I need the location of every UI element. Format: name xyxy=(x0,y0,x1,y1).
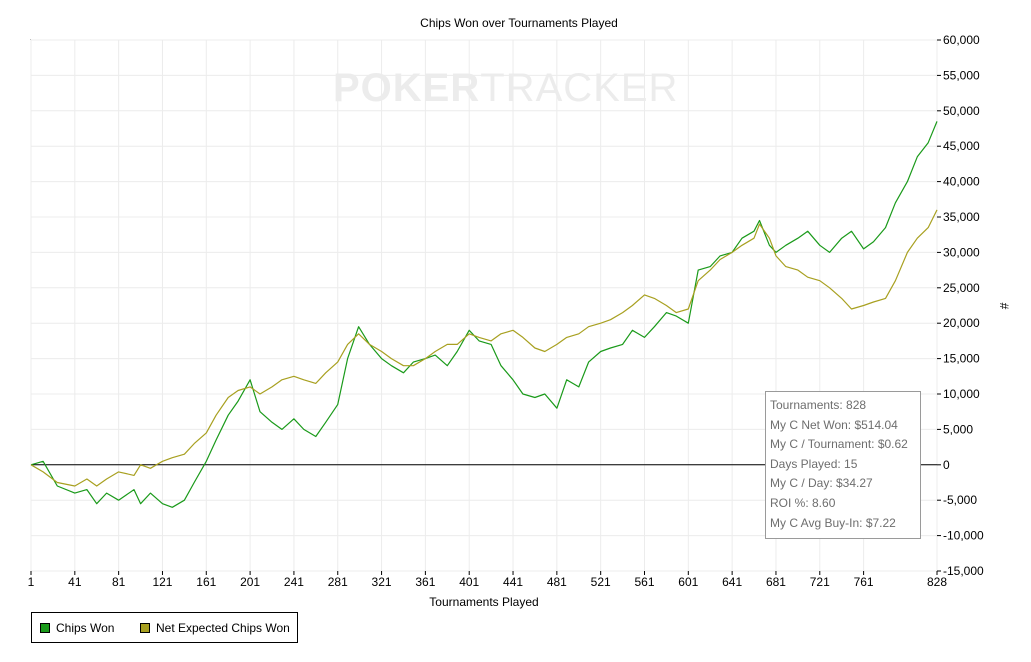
y-tick-label: 60,000 xyxy=(943,33,980,47)
x-tick-label: 721 xyxy=(810,575,830,589)
legend-item-chips-won[interactable]: Chips Won xyxy=(40,621,114,635)
y-tick-label: 55,000 xyxy=(943,68,980,82)
series-line-chips-won xyxy=(30,121,938,508)
stat-per-day: My C / Day: $34.27 xyxy=(770,476,873,491)
y-tick-label: 35,000 xyxy=(943,210,980,224)
stat-tournaments: Tournaments: 828 xyxy=(770,398,867,412)
x-tick-label: 1 xyxy=(28,575,35,589)
stat-per-tournament: My C / Tournament: $0.62 xyxy=(770,437,908,452)
y-tick-label: 10,000 xyxy=(943,387,980,401)
x-tick-label: 241 xyxy=(284,575,304,589)
y-tick-label: 45,000 xyxy=(943,139,980,153)
y-tick-label: -10,000 xyxy=(943,529,984,543)
x-tick-label: 161 xyxy=(196,575,216,589)
x-tick-label: 441 xyxy=(503,575,523,589)
x-tick-label: 201 xyxy=(240,575,260,589)
stat-net-won: My C Net Won: $514.04 xyxy=(770,417,898,432)
legend-swatch-net-expected xyxy=(140,623,150,633)
x-tick-label: 121 xyxy=(152,575,172,589)
chart-legend: Chips Won Net Expected Chips Won xyxy=(31,612,298,643)
x-tick-label: 81 xyxy=(112,575,126,589)
legend-item-net-expected[interactable]: Net Expected Chips Won xyxy=(140,621,290,635)
x-axis-label: Tournaments Played xyxy=(429,595,538,609)
y-tick-label: 50,000 xyxy=(943,104,980,118)
y-tick-label: 30,000 xyxy=(943,245,980,259)
x-tick-label: 361 xyxy=(415,575,435,589)
stat-days-played: Days Played: 15 xyxy=(770,456,858,471)
y-tick-label: 20,000 xyxy=(943,316,980,330)
x-tick-label: 828 xyxy=(927,575,947,589)
x-tick-label: 561 xyxy=(634,575,654,589)
x-tick-label: 281 xyxy=(328,575,348,589)
y-tick-label: 5,000 xyxy=(943,422,973,436)
stats-panel: Tournaments: 828 My C Net Won: $514.04 M… xyxy=(765,391,921,539)
x-tick-label: 41 xyxy=(68,575,82,589)
x-tick-label: 481 xyxy=(547,575,567,589)
stat-avg-buyin: My C Avg Buy-In: $7.22 xyxy=(770,515,896,530)
x-tick-label: 681 xyxy=(766,575,786,589)
x-tick-label: 401 xyxy=(459,575,479,589)
x-tick-label: 601 xyxy=(678,575,698,589)
x-tick-label: 321 xyxy=(372,575,392,589)
y-tick-label: 25,000 xyxy=(943,281,980,295)
x-tick-label: 521 xyxy=(591,575,611,589)
legend-label-chips-won: Chips Won xyxy=(56,621,115,635)
x-tick-label: 761 xyxy=(854,575,874,589)
y-tick-label: -15,000 xyxy=(943,564,984,578)
chart-title: Chips Won over Tournaments Played xyxy=(420,16,618,30)
legend-swatch-chips-won xyxy=(40,623,50,633)
y-tick-label: 0 xyxy=(943,458,950,472)
series-line-net-expected xyxy=(30,209,938,487)
x-tick-label: 641 xyxy=(722,575,742,589)
legend-label-net-expected: Net Expected Chips Won xyxy=(156,621,290,635)
y-tick-label: 15,000 xyxy=(943,352,980,366)
y-tick-label: 40,000 xyxy=(943,175,980,189)
stat-roi: ROI %: 8.60 xyxy=(770,495,836,510)
y-tick-label: -5,000 xyxy=(943,493,977,507)
y-axis-label: # xyxy=(997,303,1011,310)
